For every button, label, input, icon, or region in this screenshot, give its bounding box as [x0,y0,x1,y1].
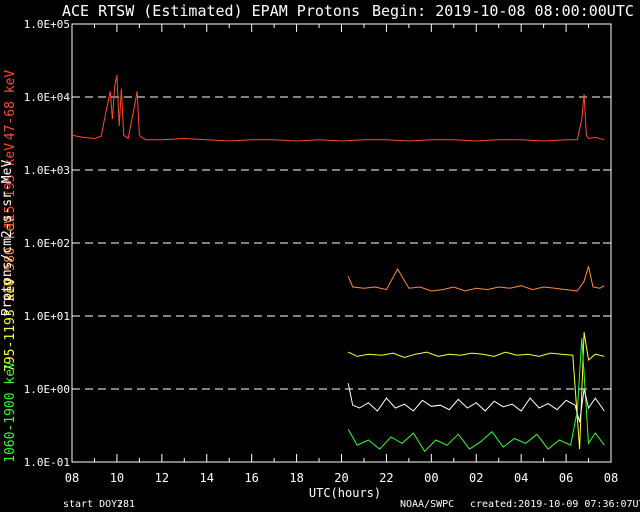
y-axis-title: Protons/cm2-s-sr-MeV [0,160,15,317]
y-label-ch4: 795-1193 keV [3,278,18,372]
x-tick-label: 00 [424,471,438,485]
footer-created: created:2019-10-09 07:36:07UTC [470,499,640,510]
series-line-1060-1900-kev [347,337,605,453]
x-tick-label: 14 [200,471,214,485]
y-tick-label: 1.0E+03 [24,164,70,177]
y-label-ch2: 115-195 keV [3,143,18,229]
y-label-ch3-text: 310-580 keV [3,216,18,302]
x-tick-label: 04 [514,471,528,485]
y-tick-label: 1.0E+01 [24,310,70,323]
y-label-ch2-text: 115-195 keV [3,143,18,229]
x-tick-label: 22 [379,471,393,485]
x-tick-label: 12 [155,471,169,485]
footer-start-doy-value: 281 [117,499,135,510]
y-label-ch5-text: 1060-1900 keV [3,361,18,463]
chart-begin-time: Begin: 2019-10-08 08:00:00UTC [372,2,634,20]
y-tick-label: 1.0E+00 [24,383,70,396]
y-axis-labels: 47-68 keV 115-195 keV 310-580 keV 795-11… [0,70,18,463]
x-tick-label: 08 [604,471,618,485]
x-tick-label: 02 [469,471,483,485]
x-tick-label: 16 [244,471,258,485]
x-axis-title: UTC(hours) [309,486,381,500]
plot-area: 1.0E-01 1.0E+00 1.0E+01 1.0E+02 1.0E+03 1.0E+… [24,18,619,485]
x-tick-label: 20 [334,471,348,485]
series-line-white [347,383,605,423]
series-line-47-68-kev [71,74,605,142]
y-tick-label: 1.0E+04 [24,91,71,104]
y-label-ch5: 1060-1900 keV [3,361,18,463]
footer-start-doy-label: start DOY: [63,499,123,510]
y-tick-label: 1.0E+02 [24,237,70,250]
y-tick-label: 1.0E-01 [24,456,70,469]
x-tick-label: 06 [559,471,573,485]
x-tick-label: 08 [65,471,79,485]
y-label-ch1-text: 47-68 keV [3,70,18,141]
y-label-ch1: 47-68 keV [3,70,18,141]
x-tick-label: 10 [110,471,124,485]
chart-title: ACE RTSW (Estimated) EPAM Protons [62,2,360,20]
y-label-ch4-text: 795-1193 keV [3,278,18,372]
footer-source: NOAA/SWPC [400,499,454,510]
series-line-310-580-kev [347,266,605,292]
series-line-795-1193-kev [347,332,605,450]
x-tick-label: 18 [289,471,303,485]
y-label-ch3: 310-580 keV [3,216,18,302]
y-tick-label: 1.0E+05 [24,18,70,31]
